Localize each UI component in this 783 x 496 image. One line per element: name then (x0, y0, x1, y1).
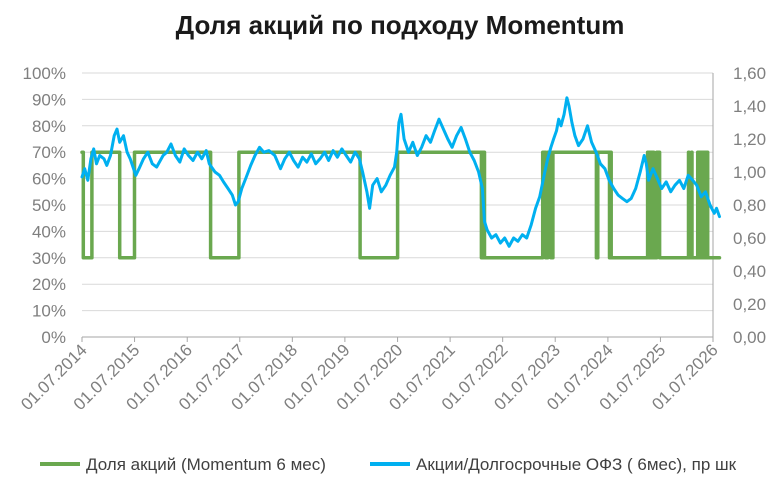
series-line-equity-share (80, 150, 722, 260)
y-right-tick-label: 1,00 (733, 163, 766, 182)
series-line-ratio (80, 96, 721, 248)
series-layer (80, 96, 722, 260)
y-right-tick-label: 0,60 (733, 229, 766, 248)
y-axis-left: 0% 10% 20% 30% 40% 50% 60% 70% 80% 90% 100% (23, 64, 66, 347)
y-left-tick-label: 20% (32, 275, 66, 294)
y-left-tick-label: 10% (32, 302, 66, 321)
y-right-tick-label: 1,40 (733, 97, 766, 116)
y-left-tick-label: 40% (32, 222, 66, 241)
y-right-tick-label: 1,20 (733, 130, 766, 149)
y-left-tick-label: 0% (41, 328, 66, 347)
chart-title: Доля акций по подходу Momentum (176, 10, 625, 40)
legend-label-equity-share: Доля акций (Momentum 6 мес) (86, 455, 326, 474)
y-left-tick-label: 80% (32, 117, 66, 136)
x-axis: 01.07.201401.07.201501.07.201601.07.2017… (17, 336, 722, 414)
legend: Доля акций (Momentum 6 мес) Акции/Долгос… (40, 455, 737, 474)
y-left-tick-label: 50% (32, 196, 66, 215)
y-right-tick-label: 0,80 (733, 196, 766, 215)
y-right-tick-label: 1,60 (733, 64, 766, 83)
y-left-tick-label: 70% (32, 143, 66, 162)
y-right-tick-label: 0,20 (733, 295, 766, 314)
y-left-tick-label: 100% (23, 64, 66, 83)
y-left-tick-label: 60% (32, 170, 66, 189)
y-axis-right: 0,00 0,20 0,40 0,60 0,80 1,00 1,20 1,40 1,60 (712, 64, 766, 347)
y-right-tick-label: 0,00 (733, 328, 766, 347)
legend-label-ratio: Акции/Долгосрочные ОФЗ ( 6мес), пр шк (416, 455, 737, 474)
y-left-tick-label: 90% (32, 90, 66, 109)
y-right-tick-label: 0,40 (733, 262, 766, 281)
y-left-tick-label: 30% (32, 249, 66, 268)
